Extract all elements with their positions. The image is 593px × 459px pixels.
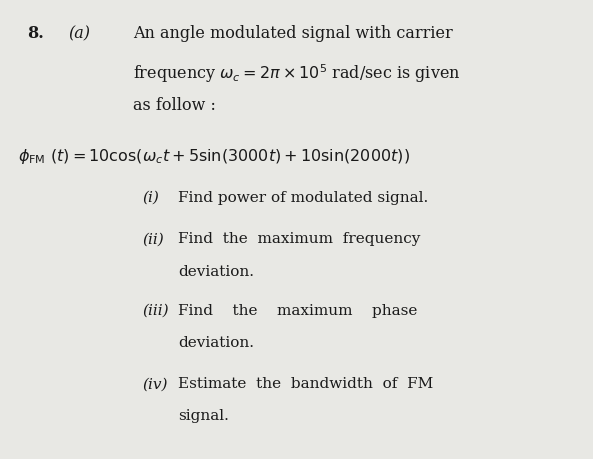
- Text: $\phi_{\mathrm{FM}}$ $(t) = 10\cos(\omega_c t + 5\sin(3000t) + 10\sin(2000t))$: $\phi_{\mathrm{FM}}$ $(t) = 10\cos(\omeg…: [18, 147, 410, 166]
- Text: (iii): (iii): [142, 303, 169, 317]
- Text: (iv): (iv): [142, 376, 168, 390]
- Text: (i): (i): [142, 190, 159, 204]
- Text: signal.: signal.: [178, 409, 229, 422]
- Text: (a): (a): [68, 25, 90, 42]
- Text: frequency $\omega_c = 2\pi \times 10^5$ rad/sec is given: frequency $\omega_c = 2\pi \times 10^5$ …: [133, 62, 461, 84]
- Text: An angle modulated signal with carrier: An angle modulated signal with carrier: [133, 25, 453, 42]
- Text: Estimate  the  bandwidth  of  FM: Estimate the bandwidth of FM: [178, 376, 433, 390]
- Text: deviation.: deviation.: [178, 264, 254, 278]
- Text: Find    the    maximum    phase: Find the maximum phase: [178, 303, 417, 317]
- Text: deviation.: deviation.: [178, 335, 254, 349]
- Text: as follow :: as follow :: [133, 96, 216, 113]
- Text: 8.: 8.: [27, 25, 43, 42]
- Text: Find  the  maximum  frequency: Find the maximum frequency: [178, 232, 420, 246]
- Text: Find power of modulated signal.: Find power of modulated signal.: [178, 190, 428, 204]
- Text: (ii): (ii): [142, 232, 164, 246]
